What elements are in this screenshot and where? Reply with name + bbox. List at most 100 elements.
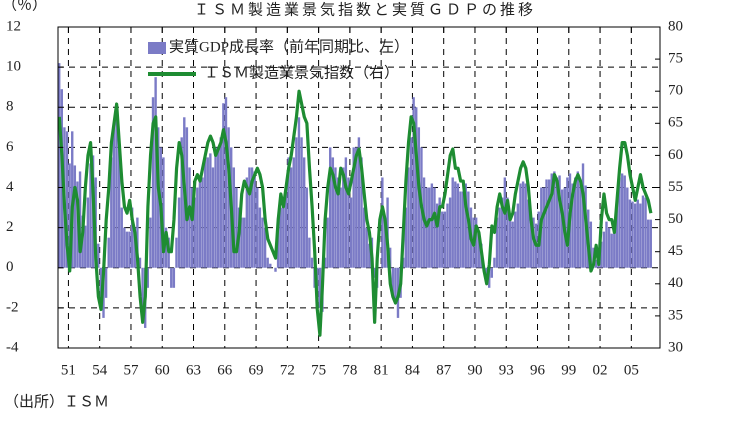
bar xyxy=(261,217,264,268)
bar xyxy=(253,171,256,268)
bar xyxy=(514,211,517,268)
bar xyxy=(527,199,530,268)
bar xyxy=(446,203,449,268)
bar xyxy=(302,157,306,268)
chart-title: ＩＳＭ製造業景気指数と実質ＧＤＰの推移 xyxy=(194,0,536,18)
bar xyxy=(438,197,441,268)
bar xyxy=(352,147,355,268)
bar xyxy=(412,97,415,268)
bar xyxy=(508,217,512,268)
bar xyxy=(516,203,520,268)
bar xyxy=(362,207,366,268)
y2-tick-label: 40 xyxy=(668,275,683,291)
bar xyxy=(373,267,376,278)
bar xyxy=(349,197,353,268)
bar xyxy=(133,227,136,268)
bar xyxy=(451,177,454,268)
bar xyxy=(248,167,251,268)
bar xyxy=(615,199,619,268)
bar xyxy=(180,137,183,268)
bar xyxy=(498,207,501,268)
y-tick-label: 10 xyxy=(6,59,21,75)
bar xyxy=(579,183,582,268)
bar xyxy=(289,167,293,268)
bar xyxy=(149,217,152,268)
bar xyxy=(269,263,272,268)
y-tick-label: 12 xyxy=(6,18,21,34)
bar xyxy=(560,189,564,268)
y-tick-label: -2 xyxy=(6,299,19,315)
y-tick-label: -4 xyxy=(6,339,19,355)
bar xyxy=(357,137,361,268)
legend: 実質GDP成長率（前年同期比、左） ＩＳＭ製造業景気指数（右） xyxy=(148,37,409,81)
bar xyxy=(618,177,621,268)
y2-tick-label: 45 xyxy=(668,243,683,259)
bar xyxy=(415,107,418,268)
y2-tick-label: 80 xyxy=(668,18,683,34)
bar xyxy=(644,197,647,268)
bar xyxy=(104,267,108,298)
bar xyxy=(555,177,559,268)
bar xyxy=(164,227,168,268)
bar xyxy=(545,179,548,268)
bar xyxy=(347,177,350,268)
bar xyxy=(589,221,593,268)
bar xyxy=(542,187,546,268)
bar xyxy=(175,237,178,268)
bar xyxy=(263,227,267,268)
bar xyxy=(433,187,436,268)
bar xyxy=(185,127,189,268)
x-tick-label: 54 xyxy=(92,362,108,378)
bar xyxy=(474,217,478,268)
bar xyxy=(631,201,634,268)
y-tick-label: 2 xyxy=(6,219,14,235)
x-tick-label: 93 xyxy=(499,362,514,378)
bar xyxy=(214,147,217,268)
x-tick-label: 90 xyxy=(467,362,482,378)
bar xyxy=(336,177,340,268)
bar xyxy=(206,157,209,268)
lines xyxy=(57,89,653,337)
bar xyxy=(581,163,585,268)
bar xyxy=(201,177,204,268)
bar xyxy=(58,63,61,268)
bar xyxy=(388,247,392,268)
bar xyxy=(368,243,371,268)
x-tick-label: 57 xyxy=(123,362,139,378)
bar xyxy=(641,195,645,268)
bar xyxy=(97,243,100,268)
bar xyxy=(107,237,110,268)
bar xyxy=(266,257,269,268)
bar xyxy=(227,127,230,268)
bar xyxy=(224,97,228,268)
bar xyxy=(461,191,465,268)
bar xyxy=(310,257,314,268)
bar xyxy=(600,241,603,268)
x-tick-label: 78 xyxy=(342,362,357,378)
y-tick-label: 8 xyxy=(6,99,14,115)
x-tick-label: 02 xyxy=(593,362,608,378)
bar xyxy=(639,203,642,268)
y2-tick-label: 60 xyxy=(668,147,683,163)
bar xyxy=(430,183,434,268)
bar xyxy=(130,207,134,268)
bar xyxy=(519,183,522,268)
bars xyxy=(58,63,652,328)
bar xyxy=(495,217,499,268)
bar xyxy=(602,231,606,268)
x-tick-label: 75 xyxy=(311,362,326,378)
y-tick-label: 0 xyxy=(6,259,14,275)
bar xyxy=(477,231,480,268)
legend-label: ＩＳＭ製造業景気指数（右） xyxy=(204,64,399,81)
bar xyxy=(190,187,194,268)
bar xyxy=(99,267,103,298)
bar xyxy=(620,173,624,268)
bar xyxy=(193,197,196,268)
bar xyxy=(211,167,215,268)
bar xyxy=(300,137,303,268)
bar xyxy=(196,187,199,268)
bar xyxy=(65,131,69,268)
bar xyxy=(177,197,181,268)
bar xyxy=(141,267,144,318)
bar xyxy=(282,207,285,268)
